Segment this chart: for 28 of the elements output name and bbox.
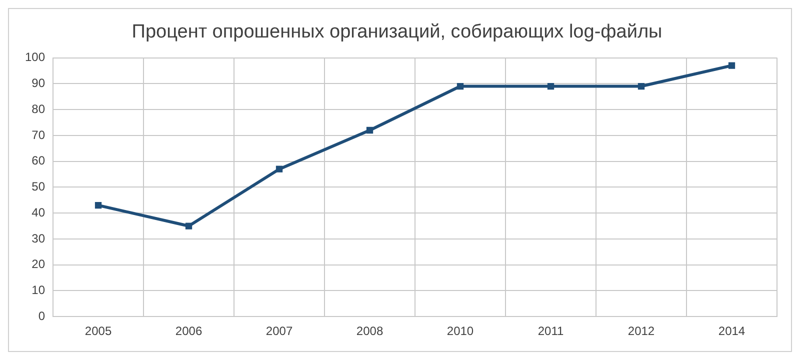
x-tick-label: 2014 — [718, 324, 746, 338]
point — [94, 202, 102, 209]
y-tick-label: 50 — [32, 180, 46, 194]
y-tick-label: 100 — [24, 50, 46, 64]
x-tick-label: 2010 — [446, 324, 474, 338]
y-tick-label: 40 — [32, 205, 46, 220]
y-tick-label: 80 — [32, 102, 46, 116]
y-tick-label: 20 — [32, 257, 46, 272]
y-tick-label: 60 — [32, 154, 46, 168]
point — [547, 82, 554, 90]
point — [366, 126, 374, 134]
x-tick-label: 2005 — [84, 324, 112, 338]
point — [185, 222, 192, 230]
x-tick-label: 2012 — [628, 324, 655, 338]
y-tick-label: 0 — [38, 308, 46, 323]
point — [728, 62, 736, 69]
x-tick-label: 2006 — [175, 324, 202, 338]
x-tick-label: 2007 — [266, 324, 293, 338]
y-tick-label: 30 — [32, 231, 46, 246]
point — [638, 82, 645, 90]
point — [276, 166, 283, 172]
x-tick-label: 2011 — [538, 324, 564, 338]
y-tick-label: 10 — [32, 283, 46, 298]
y-tick-label: 70 — [32, 128, 46, 142]
x-tick-label: 2008 — [356, 324, 384, 338]
point — [456, 82, 464, 90]
y-tick-label: 90 — [32, 76, 46, 90]
chart-title: Процент опрошенных организаций, собирающих log-файлы — [132, 22, 662, 43]
